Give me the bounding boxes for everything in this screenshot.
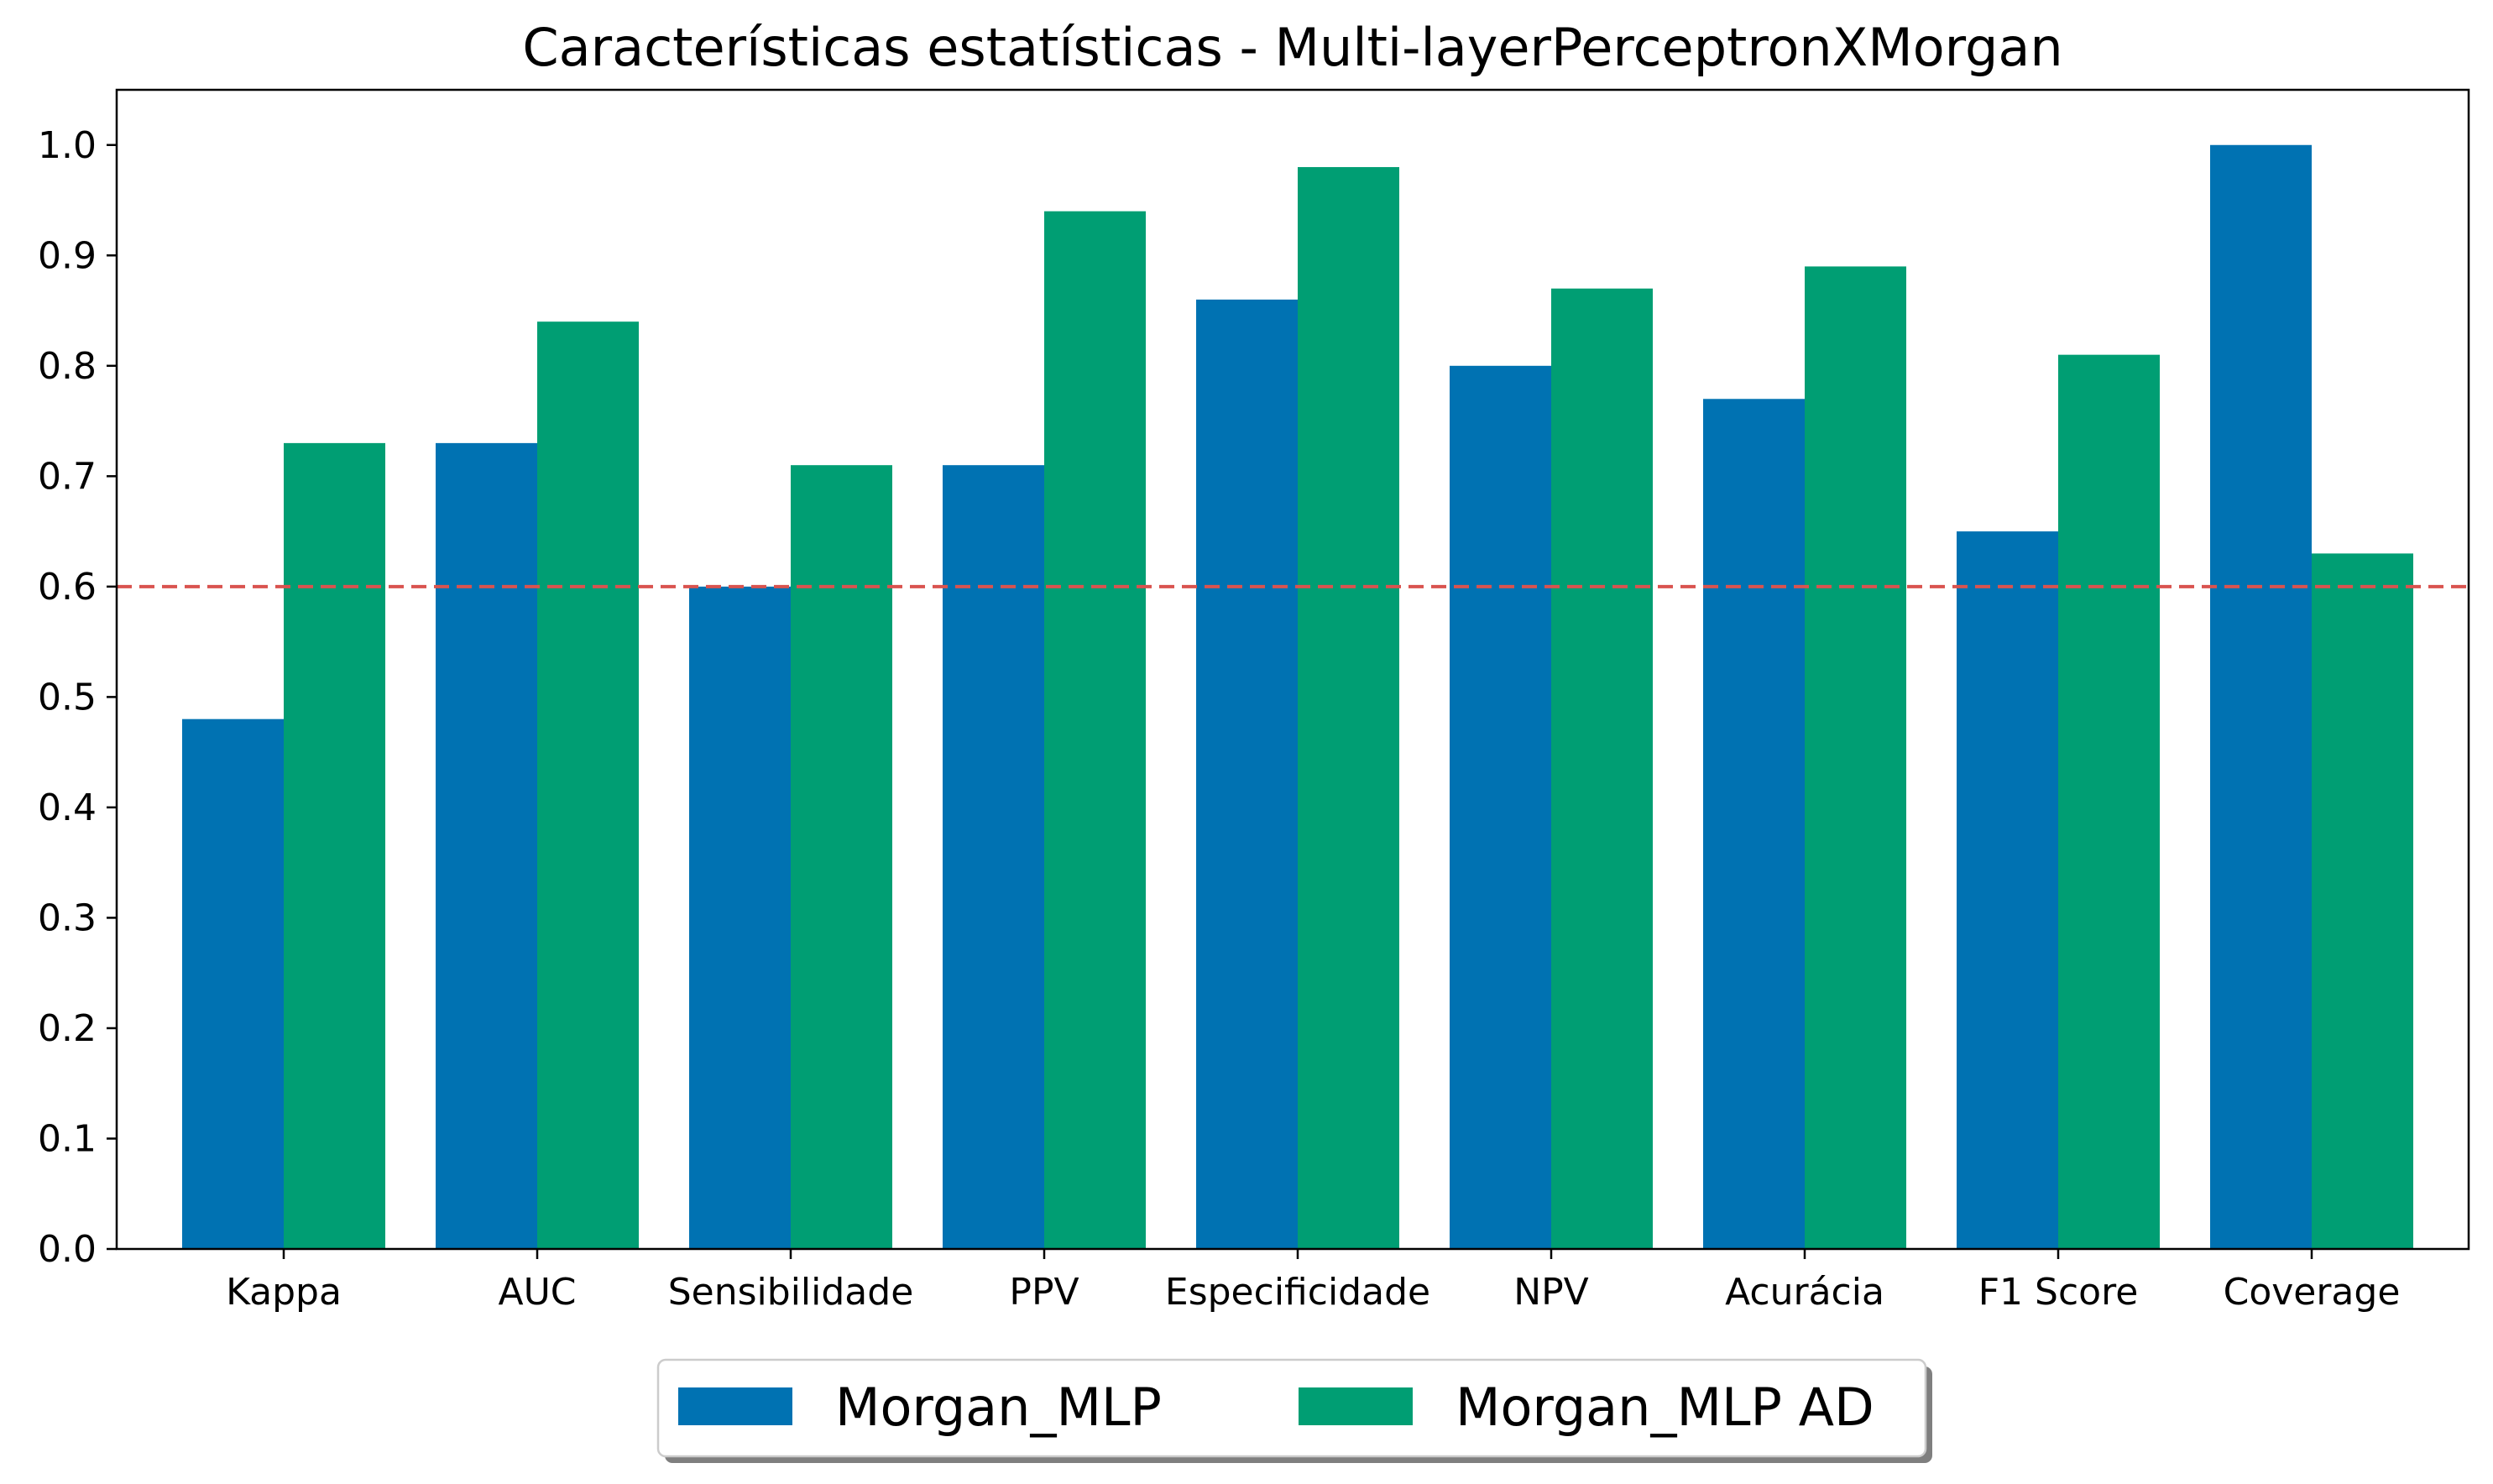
x-tick-label-kappa: Kappa: [226, 1271, 342, 1314]
bar-morgan-mlp-ad-coverage: [2312, 553, 2413, 1249]
x-tick-label-coverage: Coverage: [2224, 1271, 2401, 1314]
x-tick-label-acuracia: Acurácia: [1725, 1271, 1884, 1314]
bar-morgan-mlp-ad-f1-score: [2058, 354, 2160, 1250]
legend-label-morgan-mlp-ad: Morgan_MLP AD: [1456, 1377, 1874, 1438]
legend-swatch-morgan-mlp: [678, 1387, 792, 1425]
bar-morgan-mlp-auc: [436, 442, 537, 1249]
bar-morgan-mlp-npv: [1450, 365, 1551, 1249]
bar-morgan-mlp-f1-score: [1957, 531, 2058, 1249]
x-tick-label-sensibilidade: Sensibilidade: [668, 1271, 914, 1314]
bar-morgan-mlp-ad-sensibilidade: [791, 465, 892, 1249]
y-tick-label: 0.9: [38, 234, 97, 277]
bar-morgan-mlp-sensibilidade: [689, 586, 791, 1249]
legend: Morgan_MLP Morgan_MLP AD: [656, 1358, 1932, 1463]
plot-frame: [115, 88, 2470, 1251]
y-tick-label: 0.0: [38, 1228, 97, 1271]
legend-box: [656, 1358, 1927, 1458]
y-tick-label: 0.6: [38, 566, 97, 609]
x-tick-label-auc: AUC: [498, 1271, 576, 1314]
legend-swatch-morgan-mlp-ad: [1299, 1387, 1413, 1425]
bar-morgan-mlp-ad-ppv: [1044, 211, 1146, 1250]
y-tick-label: 1.0: [38, 124, 97, 167]
bar-morgan-mlp-acuracia: [1703, 399, 1805, 1249]
bar-morgan-mlp-ad-kappa: [284, 442, 385, 1249]
legend-label-morgan-mlp: Morgan_MLP: [835, 1377, 1162, 1438]
x-tick-label-especificidade: Especificidade: [1165, 1271, 1430, 1314]
y-tick-label: 0.1: [38, 1117, 97, 1160]
x-tick-label-f1-score: F1 Score: [1978, 1271, 2139, 1314]
y-tick-label: 0.8: [38, 345, 97, 388]
bar-morgan-mlp-ad-especificidade: [1298, 167, 1399, 1250]
bar-morgan-mlp-especificidade: [1196, 299, 1298, 1249]
y-tick-label: 0.3: [38, 896, 97, 939]
bar-morgan-mlp-ad-auc: [537, 321, 639, 1250]
bar-morgan-mlp-ad-acuracia: [1805, 266, 1906, 1249]
chart-title: Características estatísticas - Multi-lay…: [522, 17, 2062, 78]
y-tick-label: 0.5: [38, 676, 97, 718]
bar-morgan-mlp-coverage: [2210, 144, 2312, 1249]
y-tick-label: 0.7: [38, 455, 97, 498]
y-tick-label: 0.4: [38, 786, 97, 829]
bar-morgan-mlp-kappa: [182, 718, 284, 1249]
x-tick-label-ppv: PPV: [1009, 1271, 1079, 1314]
y-tick-label: 0.2: [38, 1007, 97, 1050]
bar-morgan-mlp-ad-npv: [1551, 288, 1653, 1249]
x-tick-label-npv: NPV: [1513, 1271, 1589, 1314]
bar-morgan-mlp-ppv: [943, 465, 1044, 1249]
